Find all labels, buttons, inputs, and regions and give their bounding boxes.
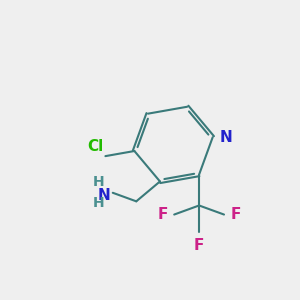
Text: F: F: [230, 207, 241, 222]
Text: Cl: Cl: [88, 139, 104, 154]
Text: H: H: [93, 176, 104, 190]
Text: F: F: [158, 207, 168, 222]
Text: H: H: [93, 196, 104, 210]
Text: F: F: [194, 238, 204, 253]
Text: N: N: [219, 130, 232, 145]
Text: N: N: [98, 188, 110, 202]
